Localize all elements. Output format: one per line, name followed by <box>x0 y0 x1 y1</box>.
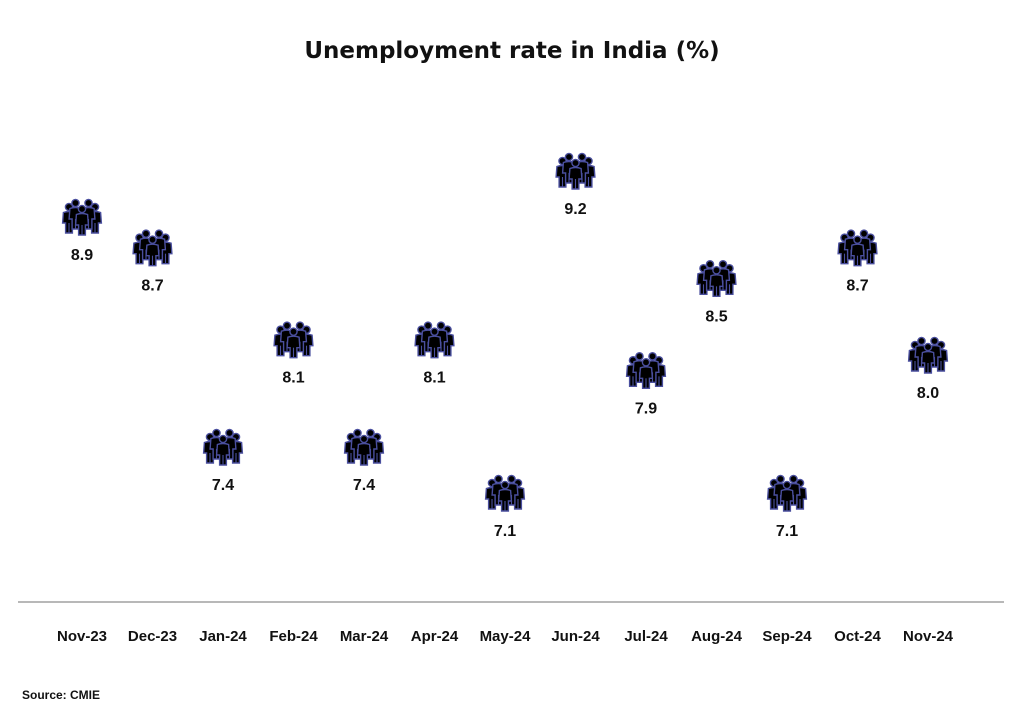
data-label: 7.4 <box>353 477 375 494</box>
data-point-icon <box>909 337 948 373</box>
x-axis-tick-labels: Nov-23 Dec-23 Jan-24 Feb-24 Mar-24 Apr-24 May-… <box>57 628 954 645</box>
data-point-icon <box>63 199 102 235</box>
data-point-icon <box>204 429 243 465</box>
x-tick-label: Aug-24 <box>691 628 742 645</box>
data-label: 8.1 <box>282 370 304 387</box>
data-point-icon <box>486 475 525 511</box>
data-label: 8.5 <box>705 308 727 325</box>
data-point-icon <box>133 230 172 266</box>
x-tick-label: Jan-24 <box>199 628 247 645</box>
x-tick-label: Nov-24 <box>903 628 954 645</box>
data-label: 8.1 <box>423 370 445 387</box>
data-label: 9.2 <box>564 201 586 218</box>
x-tick-label: Jun-24 <box>551 628 600 645</box>
x-tick-label: Jul-24 <box>624 628 668 645</box>
data-point-icon <box>556 153 595 189</box>
x-tick-label: Dec-23 <box>128 628 177 645</box>
data-label: 8.9 <box>71 247 93 264</box>
data-point-icon <box>768 475 807 511</box>
x-tick-label: Sep-24 <box>762 628 812 645</box>
data-point-icon <box>415 322 454 358</box>
data-label: 8.7 <box>846 278 868 295</box>
data-label: 8.0 <box>917 385 939 402</box>
x-tick-label: Apr-24 <box>411 628 459 645</box>
data-point-icon <box>697 261 736 297</box>
data-label: 7.9 <box>635 400 657 417</box>
x-tick-label: Feb-24 <box>269 628 318 645</box>
data-label: 7.4 <box>212 477 234 494</box>
x-tick-label: Mar-24 <box>340 628 389 645</box>
data-point-icon <box>274 322 313 358</box>
data-point-icon <box>345 429 384 465</box>
data-points: 8.9 8.7 7.4 8.1 7.4 8.1 7.1 9.2 7.9 8.5 7.1 8.7 8.0 <box>63 153 948 540</box>
data-point-icon <box>627 353 666 389</box>
x-tick-label: May-24 <box>480 628 532 645</box>
x-tick-label: Nov-23 <box>57 628 107 645</box>
chart-title: Unemployment rate in India (%) <box>304 38 719 64</box>
data-point-icon <box>838 230 877 266</box>
x-tick-label: Oct-24 <box>834 628 881 645</box>
data-label: 8.7 <box>141 278 163 295</box>
source-note: Source: CMIE <box>22 688 100 702</box>
data-label: 7.1 <box>494 523 516 540</box>
data-label: 7.1 <box>776 523 798 540</box>
